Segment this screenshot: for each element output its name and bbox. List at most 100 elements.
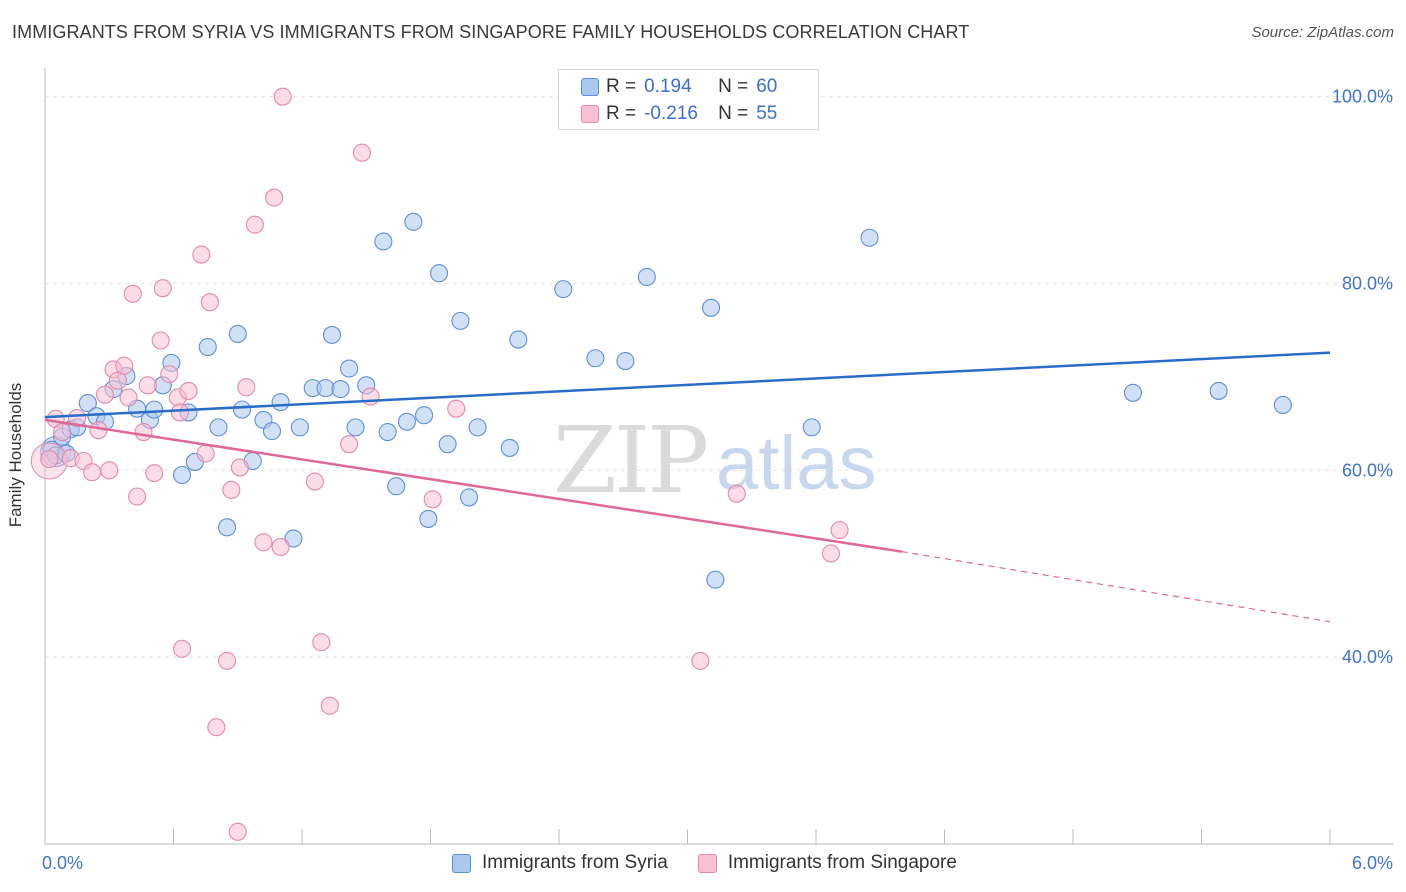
y-tick-label: 40.0%	[1342, 647, 1393, 667]
syria-point	[78, 394, 97, 413]
singapore-point	[119, 388, 138, 407]
watermark: ZIP atlas	[553, 407, 877, 514]
singapore-point	[151, 331, 170, 350]
syria-point	[346, 418, 365, 437]
syria-point	[404, 212, 423, 231]
singapore-point	[340, 435, 359, 454]
singapore-point	[95, 385, 115, 404]
syria-point	[468, 418, 487, 437]
singapore-trend-line	[44, 418, 902, 553]
y-tick-label: 80.0%	[1342, 274, 1393, 294]
singapore-trend-extension	[901, 551, 1331, 623]
singapore-point	[245, 215, 264, 234]
n-label: N =	[718, 76, 749, 97]
singapore-point	[53, 422, 72, 442]
singapore-point	[40, 450, 59, 469]
syria-point	[397, 412, 416, 431]
singapore-r-value: -0.216	[644, 103, 698, 124]
syria-point	[228, 324, 247, 344]
syria-point	[173, 465, 192, 485]
singapore-point	[200, 293, 219, 312]
chart-title: IMMIGRANTS FROM SYRIA VS IMMIGRANTS FROM…	[12, 22, 970, 42]
syria-point	[378, 422, 397, 442]
syria-point	[802, 418, 821, 437]
singapore-point	[160, 365, 179, 384]
series-legend: Immigrants from Syria Immigrants from Si…	[452, 852, 987, 874]
singapore-point	[271, 537, 290, 556]
syria-point	[451, 311, 470, 330]
legend-item-syria[interactable]: Immigrants from Syria	[452, 852, 668, 874]
syria-point	[290, 418, 309, 437]
singapore-point	[100, 461, 119, 480]
correlation-legend: R = 0.194 N = 60 R = -0.216 N = 55	[558, 69, 819, 130]
legend-item-singapore[interactable]: Immigrants from Singapore	[697, 852, 957, 874]
singapore-point	[115, 356, 134, 375]
syria-trend-line	[44, 351, 1331, 419]
syria-point	[459, 488, 479, 507]
syria-point	[198, 337, 217, 357]
singapore-point	[821, 544, 841, 563]
singapore-point	[173, 639, 192, 658]
syria-point	[271, 393, 290, 412]
syria-point	[322, 325, 342, 344]
y-tick-label: 60.0%	[1342, 460, 1393, 480]
y-axis-label: Family Households	[6, 382, 25, 528]
syria-point	[284, 529, 303, 548]
syria-point	[1209, 381, 1228, 400]
legend-row-syria: R = 0.194 N = 60	[581, 76, 777, 98]
syria-point	[419, 509, 438, 528]
singapore-swatch	[581, 105, 599, 123]
singapore-point	[447, 399, 466, 418]
singapore-point	[273, 87, 292, 106]
singapore-point	[128, 487, 147, 506]
syria-point	[387, 477, 406, 496]
syria-points	[40, 212, 1292, 589]
syria-point	[316, 379, 335, 398]
trend-lines	[44, 351, 1331, 623]
singapore-point	[727, 484, 746, 503]
syria-point	[438, 435, 457, 454]
legend-row-singapore: R = -0.216 N = 55	[581, 103, 778, 125]
syria-point	[616, 351, 635, 371]
singapore-n-value: 55	[756, 103, 778, 124]
singapore-point	[217, 651, 237, 670]
syria-point	[1273, 395, 1292, 415]
singapore-point	[320, 696, 339, 715]
singapore-point	[830, 521, 849, 540]
singapore-point	[123, 284, 142, 303]
syria-legend-swatch	[452, 853, 471, 873]
singapore-point	[254, 533, 273, 552]
singapore-legend-label: Immigrants from Singapore	[727, 852, 957, 873]
syria-point	[232, 400, 252, 419]
syria-point	[706, 570, 725, 589]
syria-point	[145, 400, 164, 419]
x-tick-label: 0.0%	[42, 853, 83, 873]
syria-r-value: 0.194	[644, 76, 692, 97]
r-label: R =	[606, 76, 637, 97]
singapore-legend-swatch	[697, 853, 717, 873]
singapore-point	[145, 464, 164, 483]
singapore-point	[179, 381, 198, 400]
singapore-point	[222, 480, 241, 500]
syria-point	[702, 298, 721, 317]
singapore-point	[170, 403, 189, 422]
y-tick-label: 100.0%	[1332, 87, 1393, 107]
syria-legend-label: Immigrants from Syria	[482, 852, 668, 873]
singapore-point	[691, 651, 710, 670]
syria-point	[500, 438, 519, 457]
syria-point	[586, 349, 605, 368]
singapore-point	[153, 279, 172, 298]
singapore-point	[134, 422, 153, 442]
singapore-point	[196, 444, 215, 463]
syria-point	[209, 418, 228, 437]
syria-point	[217, 518, 237, 537]
syria-point	[340, 359, 359, 378]
syria-point	[1123, 383, 1143, 402]
n-label: N =	[718, 103, 749, 124]
syria-point	[374, 232, 393, 251]
singapore-point	[108, 371, 127, 390]
singapore-point	[228, 822, 247, 841]
syria-point	[554, 280, 573, 299]
singapore-point	[237, 378, 256, 397]
syria-point	[415, 406, 434, 425]
